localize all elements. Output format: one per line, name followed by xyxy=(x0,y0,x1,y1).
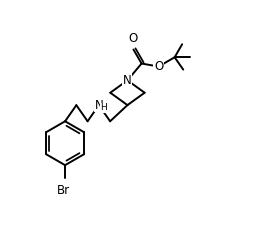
Text: N: N xyxy=(95,99,103,112)
Text: O: O xyxy=(129,32,138,45)
Text: O: O xyxy=(154,60,163,73)
Text: H: H xyxy=(101,103,107,112)
Text: N: N xyxy=(123,74,132,87)
Text: Br: Br xyxy=(57,184,71,197)
